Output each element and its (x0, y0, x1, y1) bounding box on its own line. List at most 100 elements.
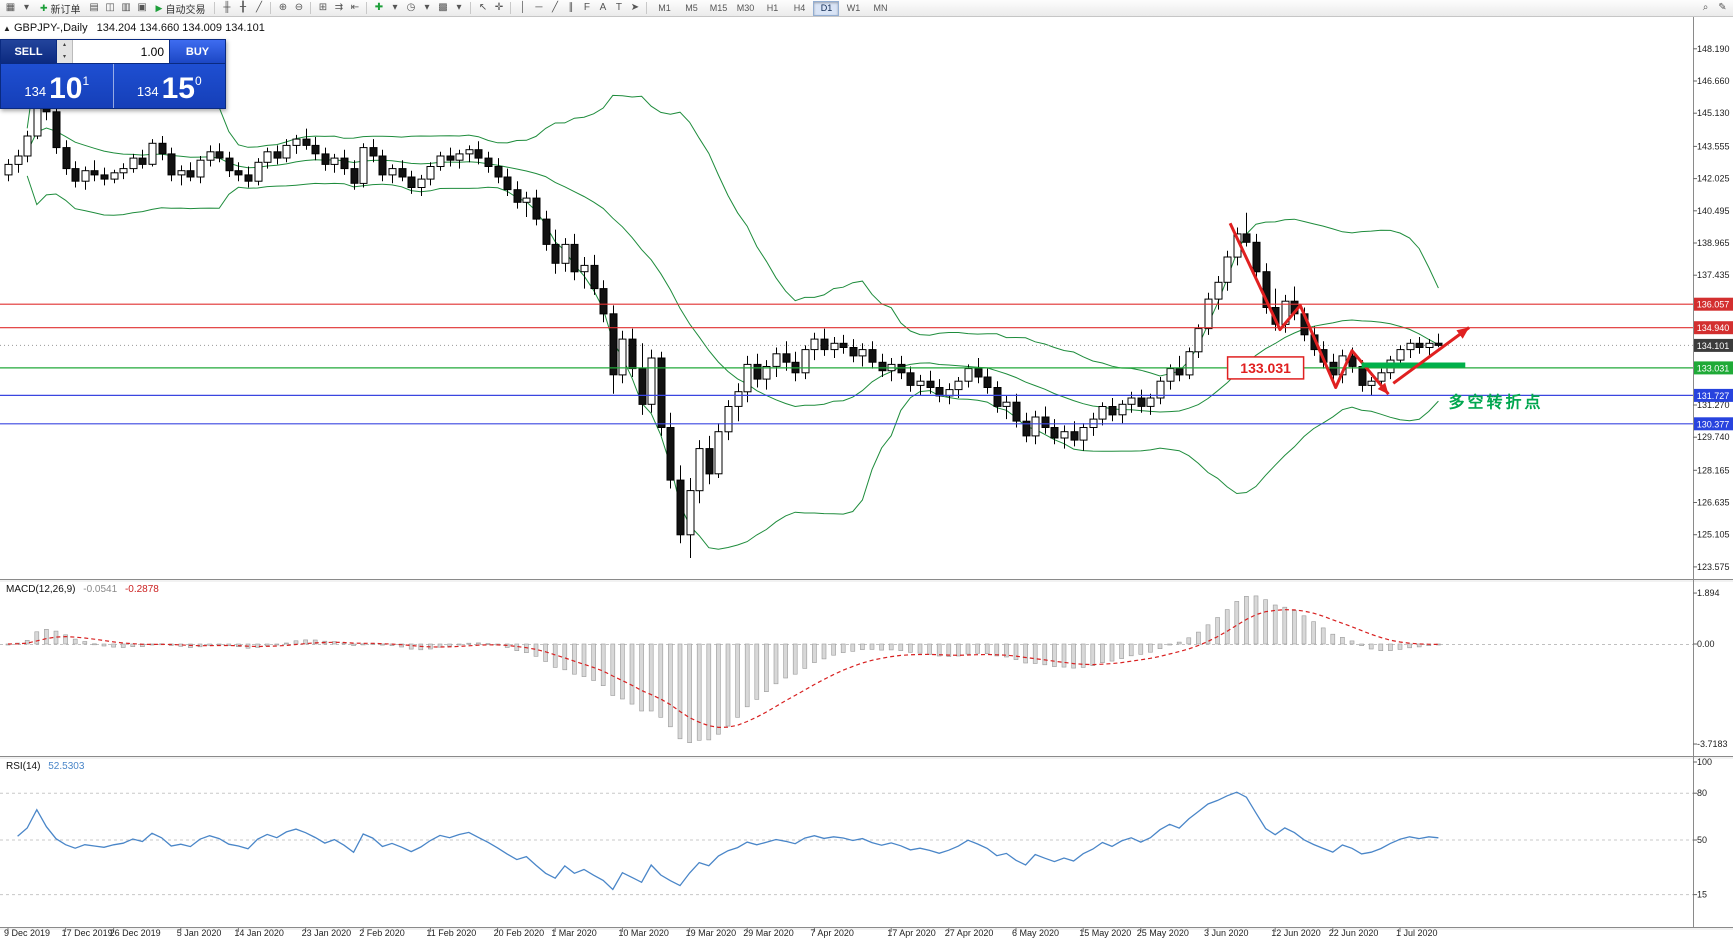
volume-down-icon[interactable]: ▾ (62, 53, 66, 60)
buy-button[interactable]: BUY (169, 40, 225, 63)
timeframe-M1-button[interactable]: M1 (658, 2, 671, 13)
candle-up (1166, 368, 1175, 382)
volume-input[interactable] (73, 40, 169, 63)
horizontal-line-icon[interactable]: ─ (535, 2, 543, 13)
arrows-icon[interactable]: ➤ (630, 2, 640, 13)
candle-down (590, 264, 599, 290)
one-click-collapse-icon[interactable]: ▲ (3, 24, 11, 33)
timeframe-M30-button[interactable]: M30 (736, 2, 755, 13)
candle-down (234, 170, 243, 176)
terminal-icon[interactable]: ▣ (137, 2, 147, 13)
bar-chart-icon[interactable]: ╫ (223, 2, 231, 13)
candle-up (1185, 351, 1194, 376)
candle-up (1223, 256, 1232, 283)
sell-price-sup: 1 (82, 74, 90, 88)
auto-scroll-icon[interactable]: ⇉ (334, 2, 344, 13)
candle-down (1108, 406, 1117, 416)
date-axis-label: 17 Dec 2019 (62, 928, 113, 938)
timeframe-H4-button[interactable]: H4 (793, 2, 806, 13)
toolbar-separator (470, 2, 472, 14)
price-axis-tick: 138.965 (1697, 238, 1730, 248)
candle-up (772, 353, 781, 367)
timeframe-D1-button[interactable]: D1 (813, 0, 840, 16)
line-chart-icon[interactable]: ╱ (255, 2, 262, 13)
periods-caret-icon[interactable]: ▾ (424, 2, 430, 13)
templates-caret-icon[interactable]: ▾ (456, 2, 462, 13)
trendline-icon[interactable]: ╱ (551, 2, 558, 13)
candle-up (1031, 416, 1040, 437)
indicators-icon[interactable]: ✚ (374, 2, 384, 13)
candle-down (1434, 342, 1443, 346)
price-axis-tick: 145.130 (1697, 108, 1730, 118)
price-badge-text: 131.727 (1697, 391, 1730, 401)
indicators-caret-icon[interactable]: ▾ (392, 2, 398, 13)
trend-zigzag-annotation[interactable] (1228, 222, 1390, 396)
timeframe-MN-button[interactable]: MN (873, 2, 888, 13)
periods-icon[interactable]: ◷ (406, 2, 416, 13)
volume-up-icon[interactable]: ▴ (62, 42, 66, 48)
candle-down (398, 168, 407, 178)
chart-list-icon[interactable]: ▾ (23, 2, 30, 13)
macd-signal-line (7, 609, 1439, 729)
candle-up (206, 151, 215, 161)
date-axis-label: 7 Apr 2020 (810, 928, 854, 938)
new-chart-icon[interactable]: ▦ (5, 2, 16, 13)
candle-up (1425, 342, 1434, 348)
candle-up (417, 178, 426, 189)
navigator-icon[interactable]: ▥ (121, 2, 131, 13)
market-watch-icon[interactable]: ▤ (89, 2, 99, 13)
crosshair-icon[interactable]: ✛ (494, 2, 504, 13)
new-order-button[interactable]: ✚ 新订单 (35, 1, 86, 16)
date-axis-label: 15 May 2020 (1079, 928, 1131, 938)
date-axis-label: 1 Mar 2020 (551, 928, 597, 938)
sell-button[interactable]: SELL (1, 40, 57, 63)
candle-up (830, 342, 839, 351)
date-axis-label: 12 Jun 2020 (1271, 928, 1321, 938)
templates-icon[interactable]: ▩ (438, 2, 448, 13)
candle-up (801, 349, 810, 374)
candles-layer (4, 48, 1443, 558)
date-axis-label: 19 Mar 2020 (686, 928, 737, 938)
candle-down (657, 357, 666, 428)
date-axis-label: 27 Apr 2020 (945, 928, 994, 938)
zoom-in-icon[interactable]: ⊕ (278, 2, 288, 13)
buy-price-display[interactable]: 134 15 0 (112, 64, 226, 108)
equidistant-channel-icon[interactable]: ∥ (568, 2, 574, 13)
annotation-note-text[interactable]: 多空转折点 (1448, 393, 1543, 412)
candle-down (340, 157, 349, 170)
text-t-icon[interactable]: T (615, 2, 623, 13)
breakout-arrow-annotation[interactable] (1392, 326, 1471, 385)
tile-windows-icon[interactable]: ⊞ (318, 2, 328, 13)
buy-price-base: 134 (136, 84, 159, 99)
toolbar-separator (510, 2, 512, 14)
candle-down (974, 368, 983, 378)
chart-title: GBPJPY-,Daily 134.204 134.660 134.009 13… (14, 22, 265, 34)
quick-edit-icon[interactable]: ✎ (1718, 2, 1727, 13)
timeframe-M5-button[interactable]: M5 (685, 2, 698, 13)
cursor-icon[interactable]: ↖ (478, 2, 488, 13)
timeframe-M15-button[interactable]: M15 (709, 2, 728, 13)
price-badge-text: 136.057 (1697, 300, 1730, 310)
search-icon[interactable]: ⌕ (1702, 2, 1709, 13)
timeframe-W1-button[interactable]: W1 (846, 2, 861, 13)
candlestick-chart-icon[interactable]: ╂ (239, 2, 246, 13)
price-tag-box[interactable] (1226, 356, 1305, 380)
candle-down (503, 176, 512, 191)
sell-price-display[interactable]: 134 10 1 (1, 64, 113, 108)
vertical-line-icon[interactable]: │ (519, 2, 527, 13)
candle-down (676, 479, 685, 536)
date-axis-label: 25 May 2020 (1137, 928, 1189, 938)
candle-down (311, 144, 320, 155)
candle-down (1070, 431, 1079, 441)
timeframe-H1-button[interactable]: H1 (766, 2, 779, 13)
data-window-icon[interactable]: ◫ (105, 2, 115, 13)
auto-trading-button[interactable]: ▶ 自动交易 (151, 1, 211, 16)
text-label-icon[interactable]: A (599, 2, 607, 13)
candle-up (1377, 372, 1386, 382)
symbol-period-label: GBPJPY-,Daily (14, 22, 88, 34)
chart-shift-icon[interactable]: ⇤ (350, 2, 360, 13)
fibonacci-icon[interactable]: F (583, 2, 591, 13)
zoom-out-icon[interactable]: ⊖ (294, 2, 304, 13)
candle-down (532, 197, 541, 220)
